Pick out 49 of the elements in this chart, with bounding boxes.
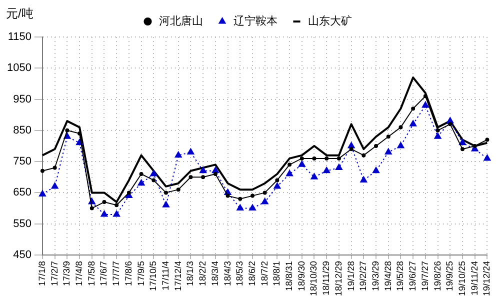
x-tick-label: 17/4/8 (74, 260, 84, 286)
x-tick-label: 18/4/3 (222, 260, 232, 286)
x-tick-label: 18/5/3 (234, 260, 245, 286)
x-tick-label: 17/6/7 (98, 260, 109, 286)
x-tick-label: 19/7/27 (420, 260, 430, 291)
legend-label: 山东大矿 (308, 14, 352, 28)
x-tick-label: 18/10/30 (308, 260, 319, 296)
x-tick-label: 17/8/6 (123, 260, 134, 286)
x-tick-label: 19/10/25 (456, 260, 467, 296)
y-tick-label: 550 (13, 218, 32, 230)
x-tick-label: 17/7/7 (111, 260, 122, 286)
x-tick-label: 17/10/5 (148, 260, 158, 291)
x-tick-label: 19/8/26 (432, 260, 442, 291)
x-tick-label: 18/6/2 (246, 260, 257, 286)
y-tick-label: 450 (13, 249, 32, 261)
x-tick-label: 18/11/29 (321, 260, 332, 296)
y-tick-label: 1050 (6, 62, 32, 74)
x-tick-label: 17/5/8 (86, 260, 96, 286)
x-tick-label: 17/3/9 (62, 260, 72, 286)
x-tick-label: 19/4/28 (382, 260, 393, 291)
x-tick-label: 19/11/24 (469, 260, 480, 296)
x-tick-label: 18/7/2 (259, 260, 270, 286)
legend-label: 河北唐山 (158, 14, 203, 28)
y-tick-label: 650 (13, 186, 32, 199)
x-tick-label: 18/12/29 (333, 260, 344, 296)
x-tick-label: 18/9/30 (296, 260, 306, 291)
y-tick-label: 950 (13, 93, 32, 106)
x-tick-label: 17/12/4 (172, 260, 183, 291)
x-tick-label: 19/9/25 (444, 260, 455, 291)
x-tick-label: 18/2/2 (198, 260, 208, 286)
x-tick-label: 18/8/31 (284, 260, 294, 291)
x-tick-label: 17/11/4 (160, 260, 170, 290)
legend-label: 辽宁鞍本 (233, 14, 278, 28)
x-tick-label: 19/1/28 (346, 260, 356, 291)
y-tick-label: 1150 (8, 31, 32, 44)
x-tick-label: 18/3/4 (210, 260, 220, 286)
x-tick-label: 18/1/3 (185, 260, 196, 286)
y-axis-title: 元/吨 (6, 6, 34, 20)
x-tick-label: 19/3/29 (370, 260, 380, 291)
y-tick-label: 850 (13, 124, 32, 136)
x-tick-label: 19/2/27 (358, 260, 368, 291)
x-tick-label: 19/5/28 (395, 260, 406, 291)
x-tick-label: 19/12/24 (482, 260, 492, 296)
y-tick-label: 750 (13, 156, 32, 168)
x-tick-label: 18/8/1 (272, 260, 282, 286)
x-tick-label: 17/1/8 (36, 260, 47, 286)
x-tick-label: 19/6/27 (408, 260, 418, 291)
x-tick-label: 17/2/7 (49, 260, 60, 286)
x-tick-label: 17/9/5 (136, 260, 146, 286)
